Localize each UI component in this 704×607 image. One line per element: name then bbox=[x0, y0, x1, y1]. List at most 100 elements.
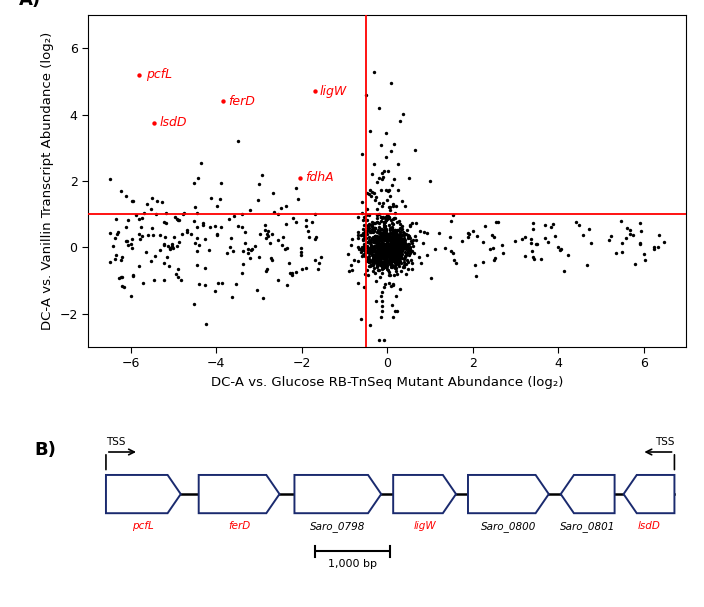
Point bbox=[376, 250, 387, 260]
Point bbox=[382, 232, 393, 242]
Point bbox=[359, 246, 370, 256]
Point bbox=[385, 246, 396, 256]
Point bbox=[310, 232, 321, 242]
Point bbox=[309, 87, 320, 97]
Point bbox=[383, 231, 394, 240]
Point bbox=[367, 260, 378, 270]
Point bbox=[382, 229, 393, 239]
Point bbox=[292, 194, 303, 204]
Point bbox=[375, 272, 386, 282]
Point bbox=[313, 259, 325, 268]
Point bbox=[118, 282, 130, 292]
Point bbox=[188, 299, 199, 309]
Point bbox=[391, 240, 403, 249]
Point bbox=[396, 266, 407, 276]
Point bbox=[359, 251, 370, 260]
Point bbox=[387, 243, 398, 253]
Point bbox=[367, 188, 378, 197]
Point bbox=[295, 250, 306, 260]
Point bbox=[391, 234, 403, 243]
Point bbox=[403, 173, 414, 183]
Point bbox=[378, 335, 389, 345]
Point bbox=[391, 236, 403, 245]
Point bbox=[371, 262, 382, 271]
Point bbox=[376, 260, 387, 270]
Point bbox=[403, 249, 415, 259]
Point bbox=[488, 243, 499, 253]
Point bbox=[373, 335, 384, 345]
Point bbox=[371, 236, 382, 245]
Point bbox=[377, 265, 388, 274]
Point bbox=[373, 254, 384, 264]
Point bbox=[110, 214, 121, 223]
Point bbox=[170, 212, 181, 222]
Point bbox=[296, 247, 307, 257]
Point bbox=[171, 242, 182, 251]
Point bbox=[365, 248, 377, 258]
Point bbox=[366, 191, 377, 201]
Point bbox=[377, 174, 388, 184]
Point bbox=[382, 246, 394, 256]
Point bbox=[380, 225, 391, 235]
Point bbox=[638, 249, 649, 259]
Point bbox=[390, 242, 401, 251]
Point bbox=[392, 160, 403, 169]
Point bbox=[398, 230, 409, 240]
Point bbox=[388, 199, 399, 209]
Point bbox=[359, 243, 370, 253]
Point bbox=[388, 232, 399, 242]
Point bbox=[384, 242, 395, 251]
Point bbox=[484, 244, 495, 254]
Point bbox=[272, 235, 283, 245]
Point bbox=[385, 249, 396, 259]
Point bbox=[387, 245, 398, 254]
Point bbox=[379, 241, 391, 251]
Point bbox=[257, 170, 268, 180]
Point bbox=[294, 173, 306, 183]
Point bbox=[384, 259, 396, 269]
Point bbox=[531, 239, 542, 249]
Point bbox=[268, 208, 279, 217]
Point bbox=[379, 245, 391, 254]
Point bbox=[373, 239, 384, 248]
Point bbox=[361, 204, 372, 214]
Text: pcfL: pcfL bbox=[132, 521, 154, 531]
Point bbox=[379, 231, 390, 240]
Point bbox=[396, 253, 408, 263]
Point bbox=[366, 242, 377, 252]
Point bbox=[486, 229, 497, 239]
Point bbox=[396, 258, 407, 268]
Point bbox=[385, 260, 396, 270]
Point bbox=[380, 233, 391, 243]
Point bbox=[396, 240, 408, 250]
Point bbox=[120, 191, 132, 201]
Point bbox=[624, 229, 635, 239]
Point bbox=[389, 245, 401, 254]
Point bbox=[365, 256, 376, 266]
Text: ligW: ligW bbox=[320, 85, 347, 98]
Point bbox=[375, 242, 386, 251]
Point bbox=[477, 237, 489, 247]
Point bbox=[367, 250, 379, 260]
Point bbox=[388, 240, 399, 249]
Point bbox=[390, 234, 401, 243]
Point bbox=[380, 246, 391, 256]
Point bbox=[380, 251, 391, 260]
Point bbox=[371, 234, 382, 244]
Point bbox=[373, 103, 384, 113]
Point bbox=[401, 248, 413, 258]
Text: lsdD: lsdD bbox=[638, 521, 660, 531]
Point bbox=[362, 222, 373, 231]
Point bbox=[382, 234, 393, 244]
Point bbox=[360, 90, 372, 100]
Point bbox=[383, 270, 394, 280]
Text: Saro_0800: Saro_0800 bbox=[481, 521, 536, 532]
Point bbox=[359, 226, 370, 236]
Point bbox=[386, 232, 397, 242]
Point bbox=[382, 245, 394, 254]
Point bbox=[374, 219, 385, 228]
Point bbox=[378, 259, 389, 269]
Point bbox=[377, 242, 389, 252]
Point bbox=[253, 252, 265, 262]
Point bbox=[191, 260, 203, 270]
